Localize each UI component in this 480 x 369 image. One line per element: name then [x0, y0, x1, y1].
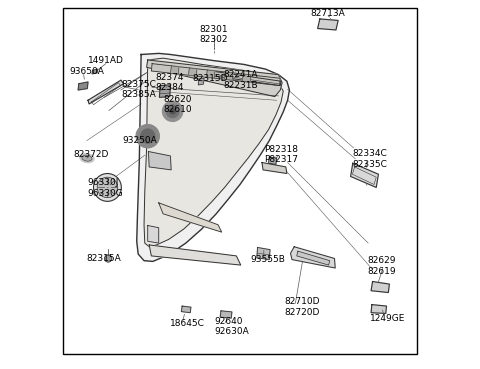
Polygon shape [210, 71, 281, 86]
Polygon shape [206, 70, 215, 78]
Text: 82375C
82385A: 82375C 82385A [121, 80, 156, 99]
Polygon shape [242, 74, 251, 82]
Polygon shape [220, 311, 232, 318]
Polygon shape [159, 203, 222, 232]
Text: 82620
82610: 82620 82610 [163, 95, 192, 114]
Circle shape [105, 255, 112, 262]
Text: 82374
82384: 82374 82384 [156, 73, 184, 92]
Polygon shape [144, 58, 283, 247]
Polygon shape [92, 69, 98, 74]
Circle shape [166, 105, 179, 118]
Text: 82334C
82335C: 82334C 82335C [353, 149, 388, 169]
Polygon shape [257, 248, 270, 259]
Text: 82315A: 82315A [86, 254, 121, 263]
Polygon shape [189, 68, 197, 76]
Ellipse shape [82, 155, 92, 161]
Text: 92640
92630A: 92640 92630A [215, 317, 249, 336]
Text: 82629
82619: 82629 82619 [368, 256, 396, 276]
Circle shape [162, 101, 183, 121]
Polygon shape [148, 225, 159, 243]
Text: 93555B: 93555B [250, 255, 285, 264]
Polygon shape [269, 157, 276, 164]
Circle shape [94, 173, 121, 201]
Ellipse shape [80, 154, 94, 163]
Text: 82372D: 82372D [73, 150, 109, 159]
Text: 96330J
96330G: 96330J 96330G [87, 179, 123, 198]
Polygon shape [198, 78, 204, 85]
Polygon shape [297, 251, 330, 265]
Text: 1249GE: 1249GE [370, 314, 406, 323]
Circle shape [97, 177, 118, 198]
Polygon shape [371, 305, 386, 313]
Polygon shape [371, 282, 389, 293]
Polygon shape [148, 152, 171, 170]
Polygon shape [290, 247, 335, 268]
Circle shape [136, 124, 159, 148]
Polygon shape [318, 19, 338, 30]
Circle shape [140, 129, 155, 144]
Polygon shape [159, 85, 170, 97]
Text: P82318
P82317: P82318 P82317 [264, 145, 298, 164]
Text: 82713A: 82713A [310, 8, 345, 18]
Polygon shape [350, 163, 378, 187]
Text: 82241A
82231B: 82241A 82231B [224, 70, 258, 90]
Text: 1491AD: 1491AD [88, 56, 124, 65]
Text: 93650A: 93650A [70, 67, 105, 76]
Polygon shape [88, 80, 123, 104]
Text: 82710D
82720D: 82710D 82720D [284, 297, 320, 317]
Polygon shape [151, 63, 280, 86]
Polygon shape [78, 82, 88, 90]
Polygon shape [181, 306, 191, 313]
Text: 18645C: 18645C [170, 319, 204, 328]
Polygon shape [137, 54, 289, 261]
Polygon shape [149, 245, 241, 265]
Polygon shape [262, 162, 287, 173]
Circle shape [170, 108, 176, 114]
Polygon shape [225, 72, 233, 80]
Text: 82315D: 82315D [192, 74, 228, 83]
Polygon shape [170, 66, 179, 74]
Polygon shape [146, 60, 282, 97]
Text: 93250A: 93250A [122, 136, 157, 145]
Text: 82301
82302: 82301 82302 [200, 25, 228, 44]
